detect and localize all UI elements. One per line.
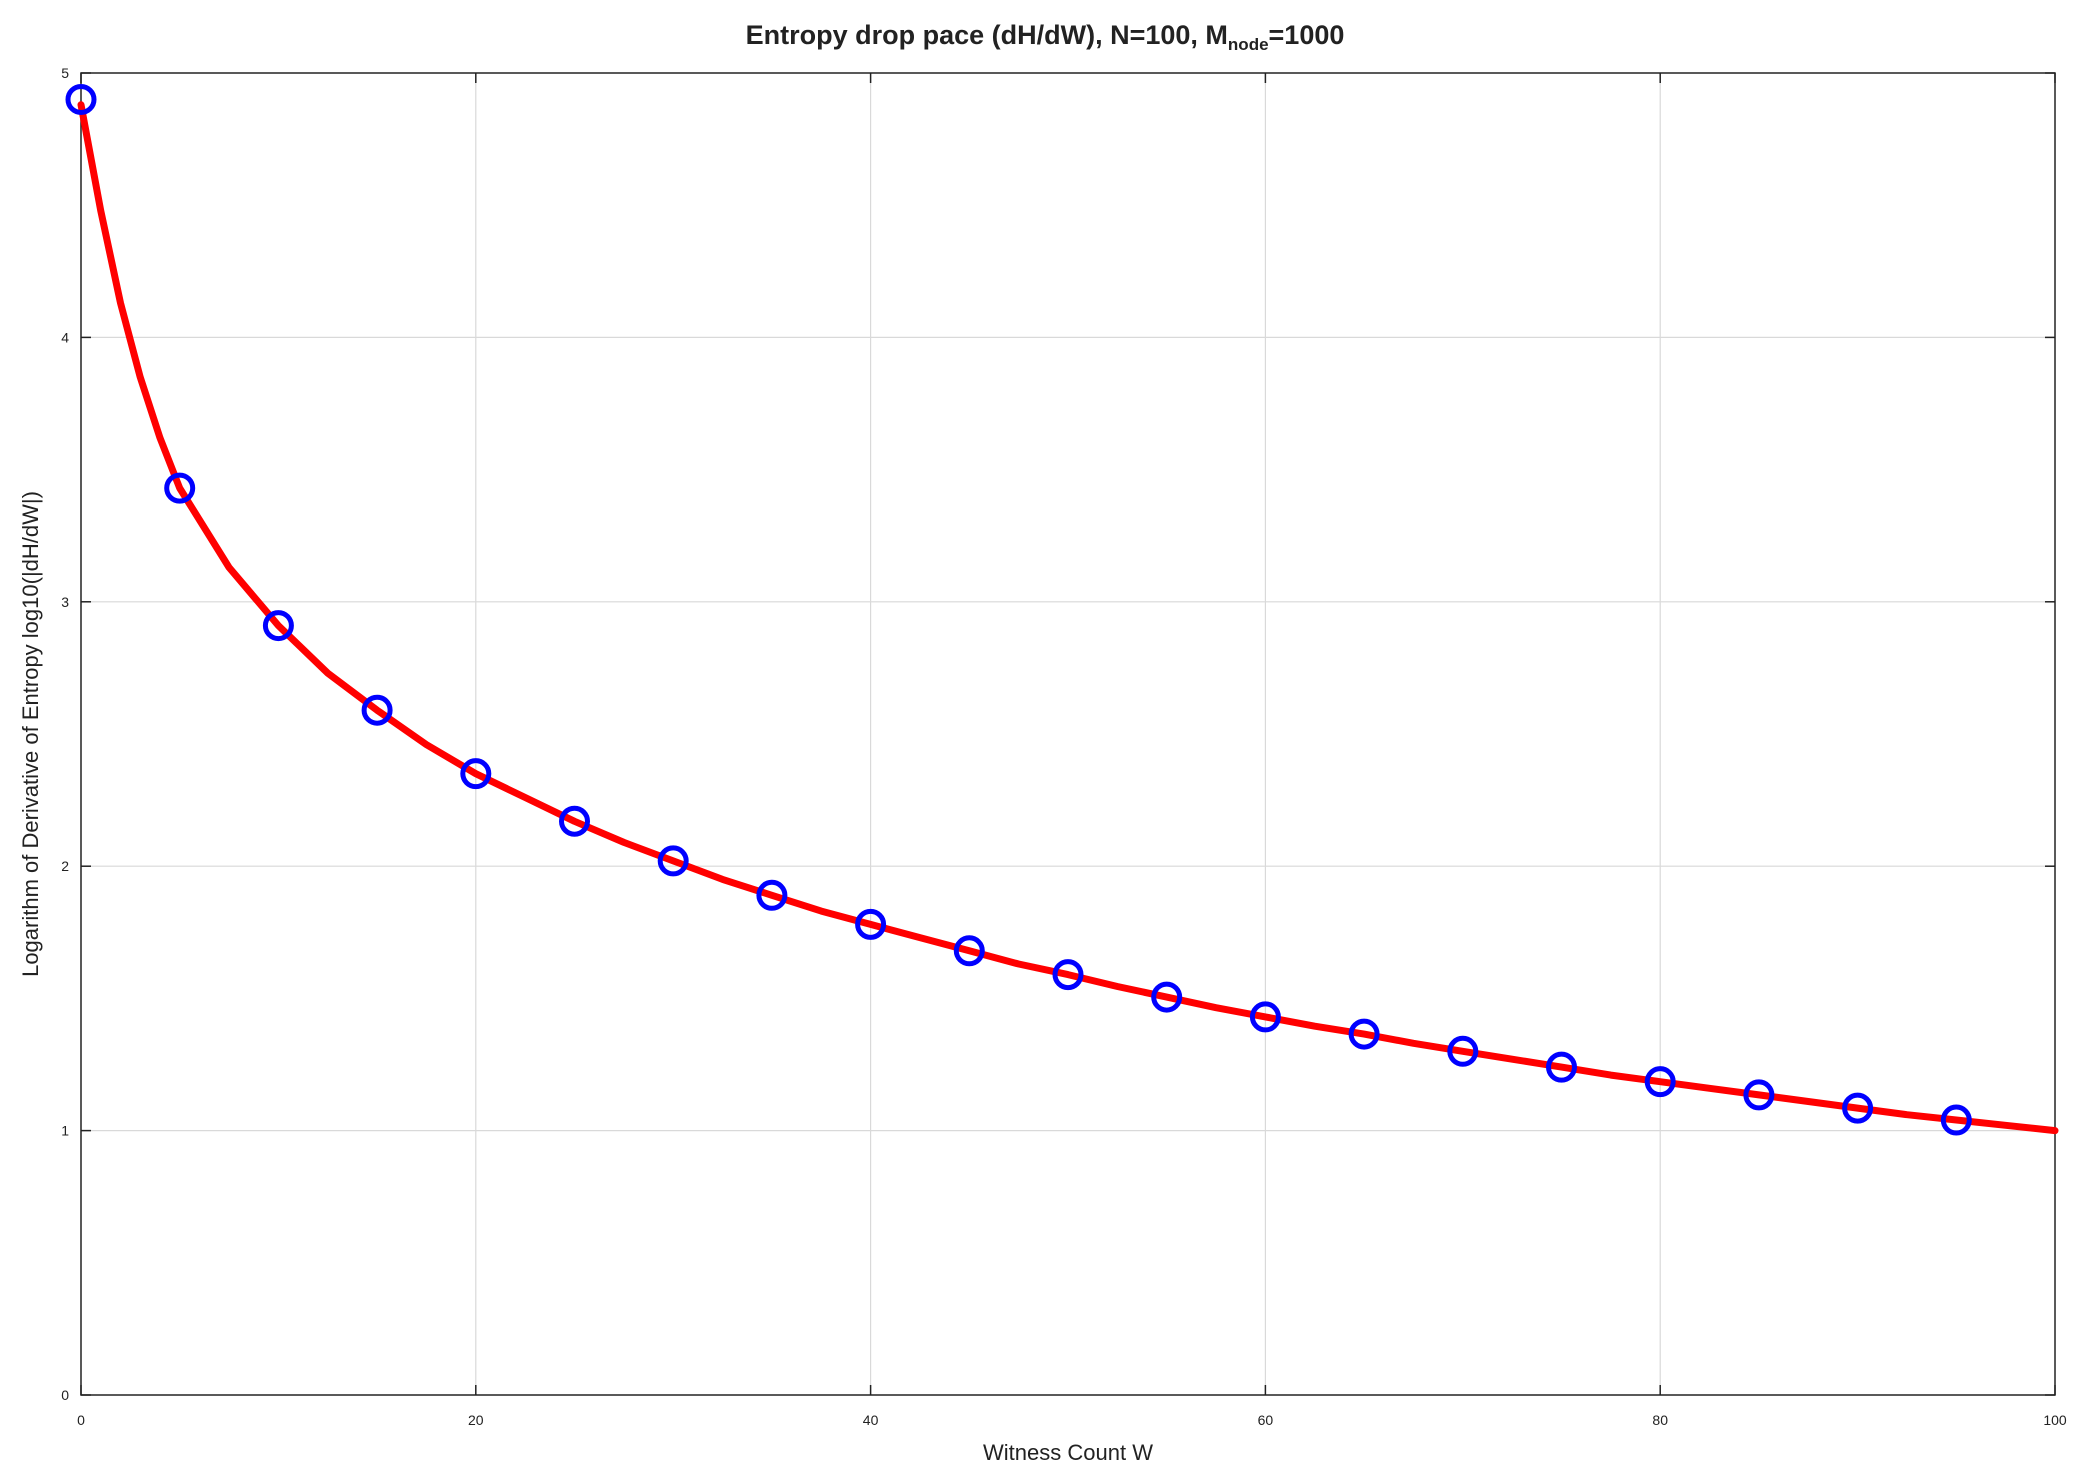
data-point-marker <box>460 758 492 790</box>
x-tick-label: 0 <box>77 1412 85 1428</box>
y-tick-label: 5 <box>61 65 69 81</box>
data-point-marker <box>361 694 393 726</box>
data-point-marker <box>756 879 788 911</box>
data-point-marker <box>855 908 887 940</box>
data-point-marker <box>657 845 689 877</box>
data-point-marker <box>1842 1092 1874 1124</box>
data-point-marker <box>164 472 196 504</box>
data-point-marker <box>953 935 985 967</box>
data-point-marker <box>1249 1001 1281 1033</box>
data-point-marker <box>1447 1035 1479 1067</box>
data-point-marker <box>1151 981 1183 1013</box>
x-tick-label: 60 <box>1258 1412 1274 1428</box>
plot-frame <box>80 72 2056 1396</box>
x-tick-label: 20 <box>468 1412 484 1428</box>
axis-ticks: 0 20 40 60 80 100 0 1 2 3 4 5 <box>61 65 2067 1428</box>
y-tick-label: 3 <box>61 594 69 610</box>
data-point-marker <box>1743 1079 1775 1111</box>
chart-title-subscript: node <box>1228 35 1269 54</box>
data-point-marker <box>1052 959 1084 991</box>
x-tick-label: 100 <box>2043 1412 2067 1428</box>
data-point-marker <box>1940 1104 1972 1136</box>
y-axis-label: Logarithm of Derivative of Entropy log10… <box>18 491 43 977</box>
data-point-marker <box>559 805 590 837</box>
series-line-red <box>77 101 2059 1135</box>
data-point-marker <box>1348 1018 1380 1050</box>
y-tick-label: 0 <box>61 1387 69 1403</box>
series-layer <box>65 83 2059 1136</box>
data-point-marker <box>262 610 294 642</box>
y-tick-label: 2 <box>61 858 69 874</box>
x-tick-label: 80 <box>1652 1412 1668 1428</box>
y-tick-label: 1 <box>61 1123 69 1139</box>
x-tick-label: 40 <box>863 1412 879 1428</box>
grid <box>81 73 2055 1395</box>
y-tick-label: 4 <box>61 329 69 345</box>
chart-title-suffix: =1000 <box>1269 20 1345 50</box>
data-point-marker <box>1644 1066 1676 1098</box>
chart-title: Entropy drop pace (dH/dW), N=100, Mnode=… <box>746 20 1345 54</box>
data-point-marker <box>65 83 97 115</box>
x-axis-label: Witness Count W <box>983 1440 1153 1465</box>
data-point-marker <box>1546 1051 1577 1083</box>
